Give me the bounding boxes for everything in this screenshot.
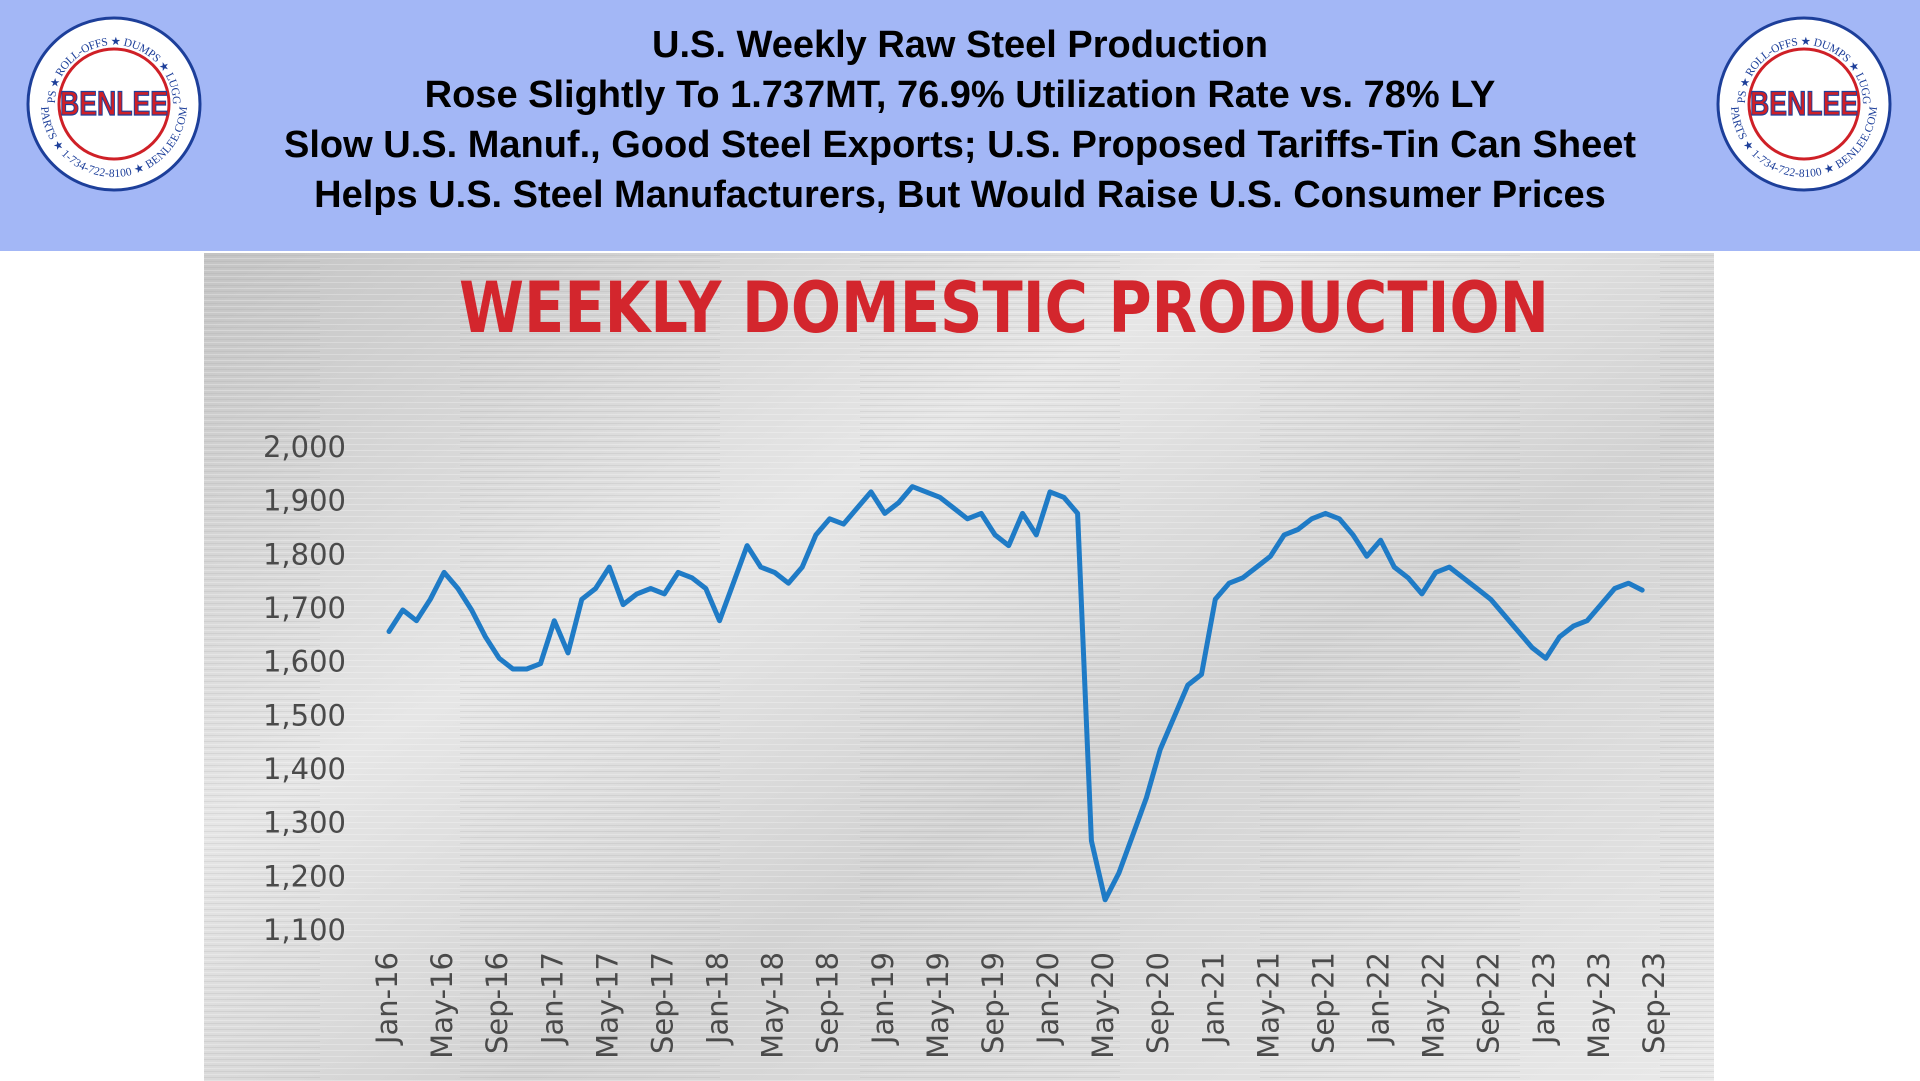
x-tick-label: Jan-16 — [370, 952, 404, 1046]
x-tick-label: May-21 — [1251, 952, 1285, 1059]
x-tick-label: Sep-21 — [1306, 952, 1340, 1054]
header-line: U.S. Weekly Raw Steel Production — [652, 24, 1268, 66]
x-tick-label: Sep-20 — [1141, 952, 1175, 1054]
y-tick-label: 1,200 — [263, 859, 346, 893]
x-tick-label: Jan-17 — [535, 952, 569, 1046]
x-tick-label: Sep-23 — [1637, 952, 1671, 1054]
x-tick-label: Jan-21 — [1196, 952, 1230, 1046]
logo-name: BENLEE — [1750, 85, 1858, 123]
y-tick-label: 1,900 — [263, 484, 346, 518]
logo-inner — [57, 47, 171, 161]
logo-name: BENLEE — [60, 85, 168, 123]
logo: TARPS ★ ROLL-OFFS ★ DUMPS ★ LUGGERS PART… — [1716, 16, 1892, 192]
header-line: Slow U.S. Manuf., Good Steel Exports; U.… — [284, 124, 1636, 166]
plot: 1,100 1,200 1,300 1,400 1,500 1,600 1,700 1,800… — [263, 430, 1671, 1059]
x-tick-label: Sep-17 — [645, 952, 679, 1054]
x-tick-label: Jan-19 — [866, 952, 900, 1046]
y-tick-label: 1,700 — [263, 591, 346, 625]
logo: TARPS ★ ROLL-OFFS ★ DUMPS ★ LUGGERS PART… — [26, 16, 202, 192]
x-tick-label: May-23 — [1582, 952, 1616, 1059]
header-band — [0, 0, 1920, 251]
y-tick-label: 1,500 — [263, 698, 346, 732]
y-tick-label: 1,600 — [263, 645, 346, 679]
x-tick-label: Sep-16 — [480, 952, 514, 1054]
header-line: Helps U.S. Steel Manufacturers, But Woul… — [314, 174, 1606, 216]
chart-title: WEEKLY DOMESTIC PRODUCTION — [459, 267, 1549, 349]
x-tick-label: Sep-19 — [976, 952, 1010, 1054]
y-tick-label: 1,400 — [263, 752, 346, 786]
x-tick-label: Jan-23 — [1527, 952, 1561, 1046]
x-tick-label: Jan-20 — [1031, 952, 1065, 1046]
x-tick-label: May-22 — [1417, 952, 1451, 1059]
logo-inner — [1747, 47, 1861, 161]
x-tick-label: Jan-18 — [701, 952, 735, 1046]
chart-texture — [204, 253, 1714, 1081]
x-tick-label: Sep-22 — [1472, 952, 1506, 1054]
data-line — [386, 484, 1645, 903]
x-tick-label: May-17 — [590, 952, 624, 1059]
y-tick-label: 1,300 — [263, 806, 346, 840]
y-tick-label: 1,800 — [263, 537, 346, 571]
x-tick-label: May-18 — [756, 952, 790, 1059]
x-tick-label: May-16 — [425, 952, 459, 1059]
x-tick-label: Sep-18 — [811, 952, 845, 1054]
x-tick-label: May-19 — [921, 952, 955, 1059]
y-tick-label: 2,000 — [263, 430, 346, 464]
header-line: Rose Slightly To 1.737MT, 76.9% Utilizat… — [425, 74, 1496, 116]
y-tick-label: 1,100 — [263, 913, 346, 947]
x-tick-label: May-20 — [1086, 952, 1120, 1059]
x-tick-label: Jan-22 — [1362, 952, 1396, 1046]
